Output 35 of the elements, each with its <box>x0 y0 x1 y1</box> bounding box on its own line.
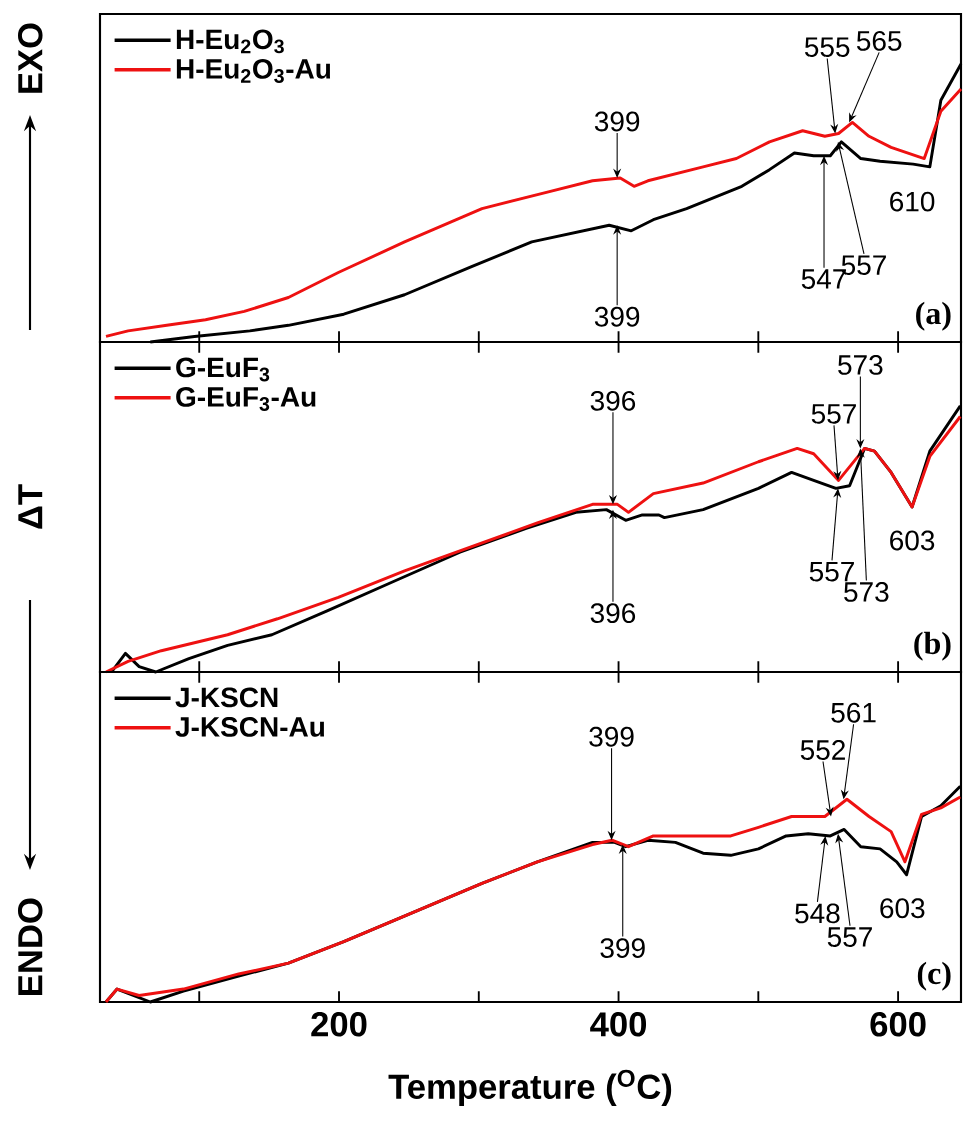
annotation: 399 <box>589 726 634 747</box>
annotation: 399 <box>594 111 640 132</box>
legend-label: G-EuF$_{3}$ <box>176 357 270 382</box>
annotation: 573 <box>838 355 883 375</box>
annotation: 548 <box>795 903 840 924</box>
x-axis-title: Temperature ($^{O}$C) <box>388 1069 672 1106</box>
annotation: 557 <box>827 927 872 947</box>
annotation: 610 <box>890 191 935 212</box>
legend-label: H-Eu$_{2}$O$_{3}$ <box>176 29 284 54</box>
legend-label: G-EuF$_{3}$-Au <box>176 387 316 411</box>
annotation: 557 <box>811 404 856 424</box>
annotation: (a) <box>916 301 951 331</box>
text: ENDO <box>17 898 43 995</box>
annotation: (c) <box>917 961 951 991</box>
annotation: 603 <box>880 898 925 919</box>
x-tick-label: 200 <box>311 1012 367 1037</box>
annotation: 399 <box>594 306 640 327</box>
annotation: 396 <box>590 603 636 624</box>
annotation: (b) <box>914 631 951 661</box>
annotation: 552 <box>800 740 845 760</box>
annotation: 399 <box>600 938 645 958</box>
x-tick-label: 400 <box>590 1012 647 1037</box>
annotation: 396 <box>590 390 636 411</box>
legend-label: H-Eu$_{2}$O$_{3}$-Au <box>176 58 331 83</box>
legend-label: J-KSCN <box>175 687 278 708</box>
text: EXO <box>17 23 43 93</box>
y-axis-title: ΔT <box>18 484 43 529</box>
annotation: 573 <box>844 582 889 602</box>
x-tick-label: 600 <box>870 1012 926 1037</box>
annotation: 557 <box>809 561 854 582</box>
annotation: 555 <box>804 37 850 57</box>
annotation: 603 <box>890 530 935 551</box>
annotation: 561 <box>831 702 876 723</box>
annotation: 565 <box>856 30 902 51</box>
legend-label: J-KSCN-Au <box>175 717 325 737</box>
